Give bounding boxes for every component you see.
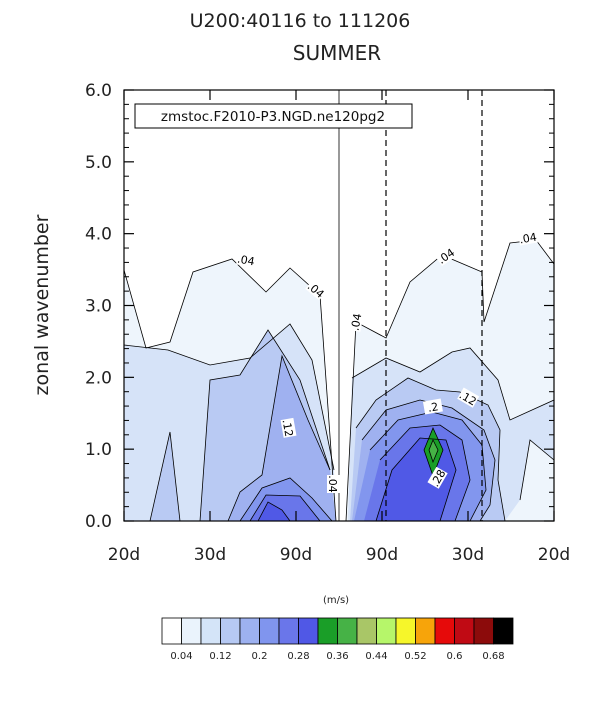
- contour-label: .04: [236, 251, 257, 269]
- contour-label-bg: [305, 278, 328, 301]
- contour-lines: [124, 239, 554, 521]
- chart-title-line2: SUMMER: [293, 41, 381, 65]
- contour-fill-level7-left: [258, 502, 290, 521]
- y-axis: 0.0 1.0 2.0 3.0 4.0 5.0 6.0: [85, 81, 554, 532]
- colorbar-swatch: [415, 617, 436, 645]
- contour-label-text: .2: [427, 400, 440, 415]
- colorbar-swatch: [278, 617, 299, 645]
- contour-label: .12: [280, 417, 297, 438]
- contour-label-bg: [236, 251, 257, 268]
- colorbar-label: 0.44: [365, 651, 387, 662]
- contour-label-bg: [434, 245, 457, 267]
- colorbar-label: 0.04: [170, 651, 192, 662]
- run-annotation: zmstoc.F2010-P3.NGD.ne120pg2: [134, 103, 413, 129]
- colorbar-swatch: [239, 617, 260, 645]
- y-tick-label: 4.0: [85, 225, 112, 245]
- contour-peak-inner: [428, 439, 439, 464]
- colorbar-swatch: [298, 617, 319, 645]
- colorbar-swatch: [473, 617, 494, 645]
- contour-label-bg: [517, 229, 538, 246]
- contour-label-bg: [327, 475, 340, 493]
- run-annotation-text: zmstoc.F2010-P3.NGD.ne120pg2: [161, 109, 385, 125]
- contour-label-text: .12: [280, 418, 296, 437]
- x-tick-label: 20d: [538, 545, 570, 565]
- y-tick-label: 0.0: [85, 512, 112, 532]
- y-tick-label: 2.0: [85, 368, 112, 388]
- colorbar-label: 0.12: [209, 651, 231, 662]
- contour-label-text: .04: [518, 231, 537, 247]
- x-tick-label: 30d: [194, 545, 226, 565]
- contour-label: .04: [326, 475, 340, 493]
- colorbar-label: 0.6: [447, 651, 463, 662]
- colorbar-swatch: [434, 617, 455, 645]
- contour-label-text: .04: [326, 475, 339, 493]
- y-tick-label: 1.0: [85, 440, 112, 460]
- colorbar-label: 0.52: [404, 651, 426, 662]
- colorbar-swatch: [395, 617, 416, 645]
- chart-title-line1: U200:40116 to 111206: [190, 10, 411, 32]
- x-tick-label: 90d: [280, 545, 312, 565]
- contour-label-bg: [457, 387, 480, 408]
- colorbar: 0.04 0.12 0.2 0.28 0.36 0.44 0.52 0.6 0.68: [161, 617, 514, 662]
- y-tick-label: 5.0: [85, 153, 112, 173]
- contour-label-text: .04: [349, 312, 365, 331]
- colorbar-swatch: [220, 617, 241, 645]
- colorbar-units: (m/s): [323, 595, 349, 606]
- colorbar-label: 0.68: [482, 651, 504, 662]
- colorbar-label: 0.28: [287, 651, 309, 662]
- contour-label-text: .04: [236, 253, 255, 269]
- contour-label: .04: [347, 311, 365, 332]
- colorbar-swatch: [161, 617, 182, 645]
- colorbar-swatch: [454, 617, 475, 645]
- colorbar-swatch: [337, 617, 358, 645]
- colorbar-swatch: [259, 617, 280, 645]
- colorbar-label: 0.36: [326, 651, 348, 662]
- colorbar-label: 0.2: [252, 651, 268, 662]
- contour-label: .2: [422, 398, 443, 415]
- x-tick-label: 90d: [366, 545, 398, 565]
- contour-label-bg: [280, 417, 297, 438]
- colorbar-swatch: [317, 617, 338, 645]
- contour-label: .04: [517, 229, 538, 247]
- x-tick-label: 30d: [452, 545, 484, 565]
- colorbar-swatch: [181, 617, 202, 645]
- contour-fill-level4-left: [228, 356, 336, 521]
- y-axis-label: zonal wavenumber: [31, 214, 53, 395]
- colorbar-swatch: [200, 617, 221, 645]
- colorbar-swatch: [376, 617, 397, 645]
- contour-label-bg: [347, 311, 364, 332]
- colorbar-swatch: [493, 617, 514, 645]
- y-tick-label: 6.0: [85, 81, 112, 101]
- plot-area: [124, 90, 554, 521]
- contour-label-bg: [422, 398, 443, 415]
- colorbar-swatch: [356, 617, 377, 645]
- x-tick-label: 20d: [108, 545, 140, 565]
- x-axis: 20d 30d 90d 90d 30d 20d: [108, 90, 570, 565]
- y-tick-label: 3.0: [85, 297, 112, 317]
- contour-label-bg: [427, 466, 448, 489]
